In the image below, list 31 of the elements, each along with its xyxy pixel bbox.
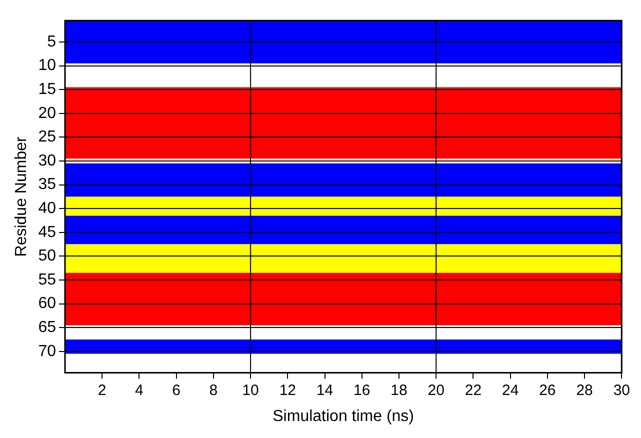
y-tick-label: 60 (38, 295, 56, 312)
x-tick-label: 16 (354, 382, 370, 399)
x-tick-label: 2 (98, 382, 106, 399)
x-tick-label: 22 (464, 382, 482, 399)
x-tick-label: 26 (539, 382, 556, 399)
x-tick-label: 8 (209, 382, 218, 399)
x-tick-label: 12 (279, 382, 296, 399)
y-tick-label: 70 (38, 342, 56, 360)
x-tick-label: 10 (242, 382, 259, 399)
x-tick-label: 18 (390, 382, 408, 399)
y-tick-label: 45 (38, 224, 56, 241)
y-tick-label: 55 (38, 271, 56, 288)
y-tick-label: 40 (38, 200, 56, 218)
x-axis-title: Simulation time (ns) (272, 408, 414, 425)
y-axis-title: Residue Number (13, 136, 30, 257)
y-tick-label: 20 (38, 104, 56, 122)
y-tick-label: 65 (38, 318, 56, 336)
x-tick-label: 6 (172, 382, 180, 399)
x-tick-label: 24 (502, 382, 519, 399)
x-tick-label: 30 (613, 382, 630, 399)
y-tick-label: 15 (38, 81, 56, 98)
y-tick-label: 25 (38, 128, 56, 146)
y-tick-label: 10 (38, 57, 56, 74)
x-tick-label: 14 (316, 382, 334, 399)
y-tick-label: 50 (38, 248, 56, 265)
y-tick-label: 30 (38, 152, 56, 170)
y-tick-label: 5 (47, 33, 56, 50)
x-tick-label: 4 (135, 382, 144, 399)
y-tick-label: 35 (38, 176, 56, 194)
x-tick-label: 28 (576, 382, 593, 399)
x-tick-label: 20 (428, 382, 444, 399)
